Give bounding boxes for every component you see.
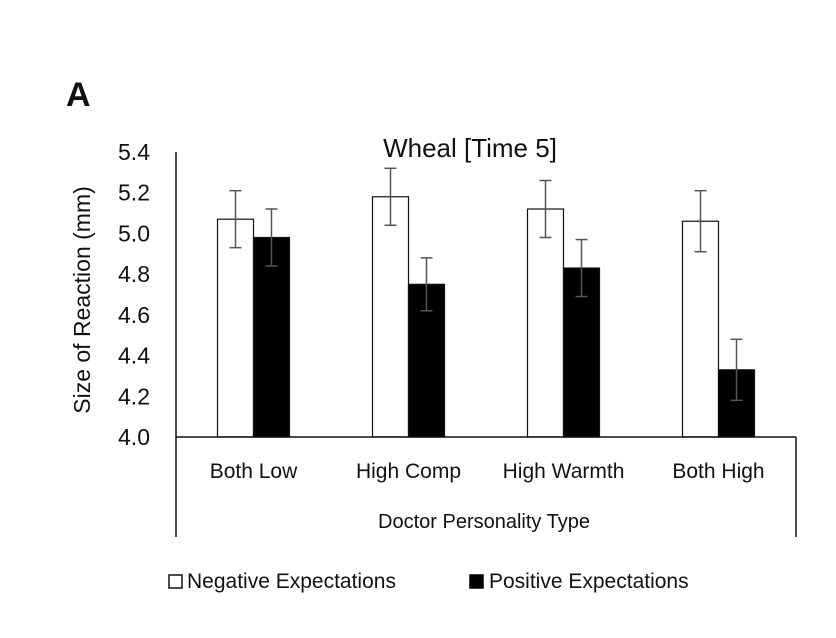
bar-negative bbox=[526, 208, 565, 438]
bar-positive bbox=[252, 236, 291, 438]
y-tick-label: 4.6 bbox=[118, 302, 150, 328]
x-tick-label: High Warmth bbox=[503, 460, 625, 483]
y-tick-label: 4.2 bbox=[118, 383, 150, 409]
x-tick-label: Both Low bbox=[210, 460, 298, 483]
y-tick-label: 5.0 bbox=[118, 220, 150, 246]
y-tick-label: 5.4 bbox=[118, 139, 150, 165]
legend-label-negative: Negative Expectations bbox=[187, 570, 396, 593]
x-axis-label: Doctor Personality Type bbox=[378, 511, 590, 533]
bar-negative bbox=[681, 220, 720, 438]
legend-swatch-negative bbox=[168, 574, 183, 589]
legend: Negative Expectations Positive Expectati… bbox=[168, 570, 689, 593]
y-axis-label: Size of Reaction (mm) bbox=[69, 186, 95, 414]
y-tick-label: 5.2 bbox=[118, 180, 150, 206]
chart-title: Wheal [Time 5] bbox=[383, 133, 557, 163]
y-tick-label: 4.0 bbox=[118, 424, 150, 450]
x-tick-label: Both High bbox=[672, 460, 764, 483]
legend-swatch-positive bbox=[469, 574, 484, 589]
plot-area: 4.0 4.2 4.4 4.6 4.8 5.0 5.2 5.4 Both Low High Com… bbox=[118, 139, 797, 537]
bar-negative bbox=[371, 196, 410, 438]
panel-label: A bbox=[66, 76, 91, 114]
y-tick-label: 4.4 bbox=[118, 343, 150, 369]
x-tick-label: High Comp bbox=[356, 460, 461, 483]
y-tick-label: 4.8 bbox=[118, 261, 150, 287]
legend-label-positive: Positive Expectations bbox=[489, 570, 689, 593]
bar-negative bbox=[216, 218, 255, 438]
